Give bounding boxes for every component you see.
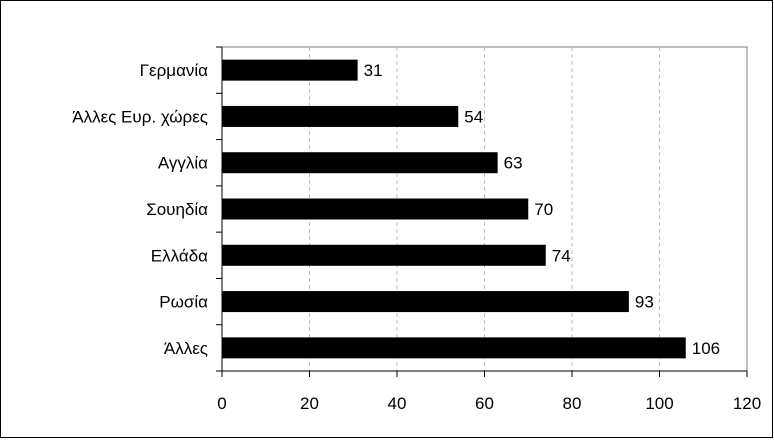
- value-label-4: 74: [552, 246, 571, 265]
- category-label-6: Άλλες: [164, 339, 208, 358]
- x-tick-label-0: 0: [217, 394, 226, 413]
- value-label-6: 106: [692, 339, 720, 358]
- category-label-0: Γερμανία: [140, 61, 209, 80]
- bar-1: [222, 105, 459, 127]
- bar-2: [222, 152, 498, 174]
- x-tick-label-120: 120: [733, 394, 761, 413]
- category-label-3: Σουηδία: [146, 200, 208, 219]
- bar-4: [222, 244, 546, 266]
- bar-0: [222, 59, 358, 81]
- bars: 31 54 63 70 74 93 106: [222, 59, 720, 359]
- category-label-5: Ρωσία: [159, 293, 208, 312]
- x-tick-label-20: 20: [300, 394, 319, 413]
- category-label-4: Ελλάδα: [151, 246, 208, 265]
- category-label-1: Άλλες Ευρ. χώρες: [72, 107, 208, 126]
- x-tick-label-40: 40: [388, 394, 407, 413]
- value-label-2: 63: [504, 154, 523, 173]
- x-tick-label-60: 60: [475, 394, 494, 413]
- value-label-0: 31: [364, 61, 383, 80]
- bar-6: [222, 337, 686, 359]
- bar-5: [222, 291, 629, 313]
- category-label-2: Αγγλία: [158, 154, 208, 173]
- bar-3: [222, 198, 529, 220]
- axes: Γερμανία Άλλες Ευρ. χώρες Αγγλία Σουηδία Ελλ…: [72, 46, 761, 413]
- value-label-5: 93: [635, 293, 654, 312]
- value-label-3: 70: [534, 200, 553, 219]
- value-label-1: 54: [464, 107, 483, 126]
- x-tick-label-80: 80: [563, 394, 582, 413]
- x-tick-label-100: 100: [645, 394, 673, 413]
